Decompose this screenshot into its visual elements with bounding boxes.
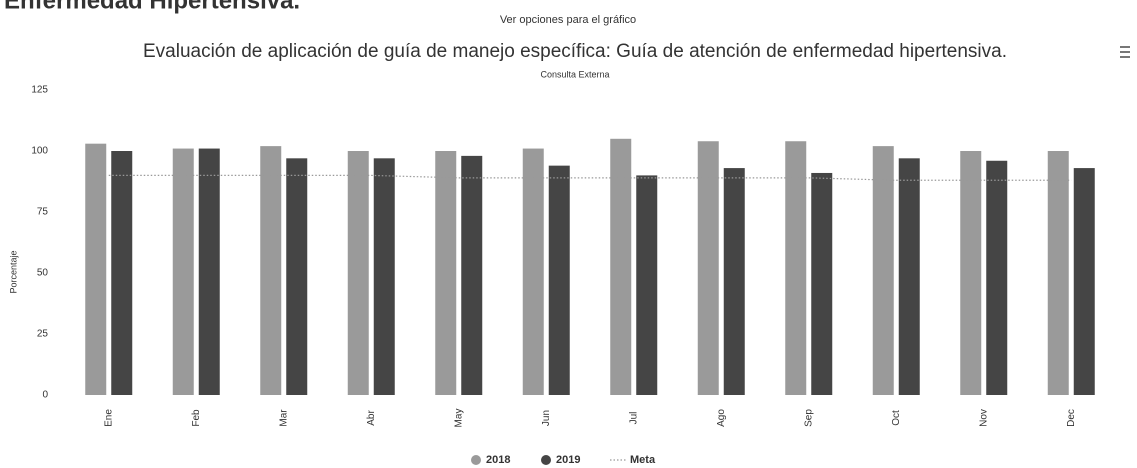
x-tick-label: Ene xyxy=(103,409,114,427)
bar xyxy=(1047,151,1069,395)
bar xyxy=(872,146,894,395)
y-tick-label: 100 xyxy=(31,146,48,157)
menu-bar[interactable] xyxy=(1120,56,1130,58)
bar xyxy=(723,168,745,395)
x-tick-label: Feb xyxy=(191,409,202,427)
x-tick-label: Mar xyxy=(278,409,289,427)
menu-icon[interactable] xyxy=(1120,46,1130,58)
bar xyxy=(785,141,807,395)
x-tick-label: Dec xyxy=(1066,409,1077,427)
x-tick-label: May xyxy=(453,409,464,428)
chart-subtitle: Consulta Externa xyxy=(540,69,609,79)
legend-label: Meta xyxy=(630,454,656,466)
y-tick-label: 75 xyxy=(37,207,49,218)
legend-label: 2018 xyxy=(486,454,510,466)
bar xyxy=(610,138,632,396)
bar xyxy=(1073,168,1095,395)
x-tick-label: Abr xyxy=(366,410,377,426)
legend-marker xyxy=(471,455,481,465)
options-link[interactable]: Ver opciones para el gráfico xyxy=(500,14,636,26)
bar xyxy=(960,151,982,395)
x-tick-label: Jul xyxy=(628,412,639,425)
bar xyxy=(898,158,920,395)
bar xyxy=(986,160,1008,395)
bar xyxy=(260,146,282,395)
bar xyxy=(811,172,833,395)
x-tick-label: Oct xyxy=(891,410,902,426)
bar xyxy=(697,141,719,395)
legend-marker xyxy=(541,455,551,465)
x-tick-label: Ago xyxy=(716,409,727,427)
bar xyxy=(198,148,220,395)
x-tick-label: Sep xyxy=(803,409,814,427)
bar xyxy=(548,165,570,395)
bar xyxy=(172,148,194,395)
meta-line xyxy=(108,174,1072,181)
y-tick-label: 25 xyxy=(37,329,49,340)
page-heading: Enfermedad Hipertensiva. xyxy=(4,0,300,14)
bar xyxy=(435,151,457,395)
y-tick-label: 0 xyxy=(42,390,48,401)
bar xyxy=(522,148,544,395)
bar xyxy=(85,143,107,395)
legend-label: 2019 xyxy=(556,454,580,466)
y-tick-label: 125 xyxy=(31,85,48,96)
bar xyxy=(373,158,395,395)
menu-bar[interactable] xyxy=(1120,51,1130,53)
x-tick-label: Jun xyxy=(541,410,552,426)
bar xyxy=(461,155,483,395)
bar xyxy=(636,175,658,395)
x-tick-label: Nov xyxy=(978,409,989,427)
menu-bar[interactable] xyxy=(1120,46,1130,48)
bar xyxy=(347,151,369,395)
y-tick-label: 50 xyxy=(37,268,49,279)
y-axis-label: Porcentaje xyxy=(8,250,18,293)
bar xyxy=(286,158,308,395)
bar xyxy=(111,151,133,395)
chart-title: Evaluación de aplicación de guía de mane… xyxy=(143,41,1007,62)
